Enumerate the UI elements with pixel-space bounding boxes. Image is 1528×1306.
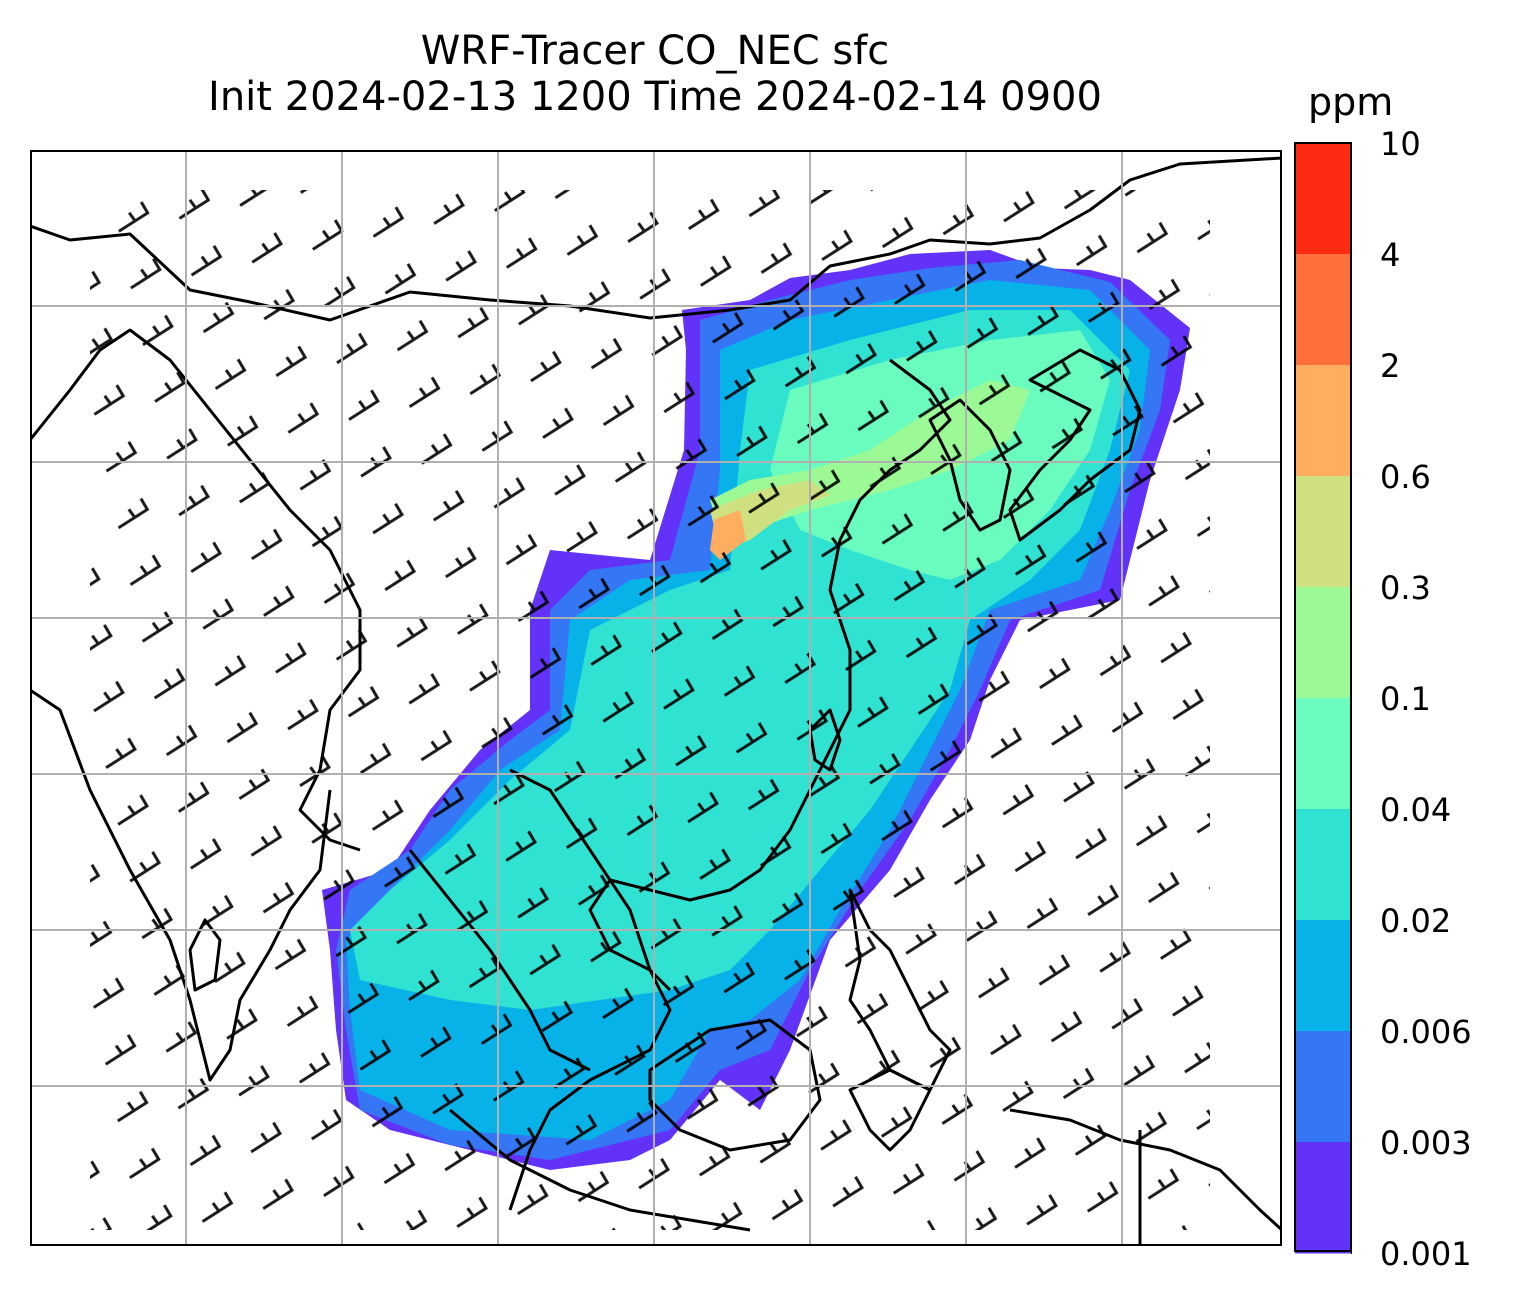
colorbar-band bbox=[1295, 254, 1351, 366]
colorbar-tick-label: 4 bbox=[1380, 236, 1401, 274]
colorbar-tick-label: 0.04 bbox=[1380, 791, 1452, 829]
colorbar-tick-label: 0.001 bbox=[1380, 1235, 1472, 1273]
new-guinea bbox=[1009, 1108, 1282, 1232]
colorbar-band bbox=[1295, 809, 1351, 921]
coastlines bbox=[30, 156, 1282, 1246]
mainland-inner bbox=[408, 849, 591, 1072]
borneo bbox=[648, 1018, 822, 1152]
indochina-coast bbox=[508, 768, 672, 1211]
colorbar-tick-label: 10 bbox=[1380, 125, 1421, 163]
colorbar bbox=[1294, 142, 1352, 1254]
colorbar-band bbox=[1295, 920, 1351, 1032]
colorbar-band bbox=[1295, 476, 1351, 588]
colorbar-unit: ppm bbox=[1308, 80, 1394, 124]
gridlines bbox=[30, 150, 1282, 1246]
colorbar-band bbox=[1295, 1142, 1351, 1254]
asia-border-west bbox=[30, 328, 362, 852]
map-title: WRF-Tracer CO_NEC sfc Init 2024-02-13 12… bbox=[30, 28, 1280, 120]
title-line-1: WRF-Tracer CO_NEC sfc bbox=[420, 28, 890, 74]
sri-lanka bbox=[188, 918, 222, 992]
colorbar-tick-label: 0.1 bbox=[1380, 680, 1431, 718]
map-frame bbox=[30, 150, 1282, 1246]
colorbar-tick-label: 2 bbox=[1380, 347, 1401, 385]
korea-peninsula bbox=[928, 398, 1012, 532]
taiwan bbox=[808, 708, 842, 772]
sumatra-java bbox=[449, 1108, 751, 1232]
china-coast bbox=[588, 358, 952, 992]
india-coast bbox=[30, 688, 332, 1082]
colorbar-tick-label: 0.02 bbox=[1380, 902, 1452, 940]
colorbar-band bbox=[1295, 698, 1351, 810]
map-panel[interactable] bbox=[30, 150, 1282, 1246]
colorbar-band bbox=[1295, 587, 1351, 699]
asia-northern-coast bbox=[30, 156, 1282, 322]
colorbar-tick-label: 0.3 bbox=[1380, 569, 1431, 607]
colorbar-tick-label: 0.006 bbox=[1380, 1013, 1472, 1051]
sulawesi bbox=[848, 1068, 932, 1152]
colorbar-band bbox=[1295, 143, 1351, 255]
philippines bbox=[848, 888, 952, 1092]
colorbar-band bbox=[1295, 365, 1351, 477]
title-line-2: Init 2024-02-13 1200 Time 2024-02-14 090… bbox=[208, 74, 1102, 120]
colorbar-band bbox=[1295, 1031, 1351, 1143]
wind-barbs bbox=[90, 190, 1210, 1230]
colorbar-tick-label: 0.003 bbox=[1380, 1124, 1472, 1162]
colorbar-tick-label: 0.6 bbox=[1380, 458, 1431, 496]
japan-islands bbox=[1008, 348, 1142, 542]
